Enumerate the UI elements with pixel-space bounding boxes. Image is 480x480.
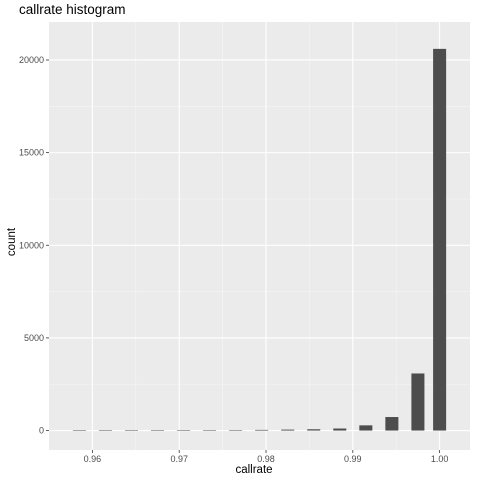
histogram-bar xyxy=(72,430,86,432)
histogram-bar xyxy=(150,430,165,431)
histogram-bar xyxy=(307,429,321,431)
histogram-bar xyxy=(433,48,447,431)
histogram-bar xyxy=(333,428,347,431)
histogram-bar xyxy=(229,430,243,431)
histogram-bar xyxy=(359,425,373,431)
x-tick-label: 0.99 xyxy=(344,454,362,464)
histogram-bar xyxy=(281,429,295,431)
chart-title: callrate histogram xyxy=(19,2,126,17)
x-tick-label: 0.96 xyxy=(84,454,102,464)
histogram-bar xyxy=(124,430,138,431)
histogram-bar xyxy=(98,430,112,431)
y-tick-label: 0 xyxy=(39,426,44,436)
histogram-bar xyxy=(203,430,217,431)
y-tick-label: 20000 xyxy=(19,55,44,65)
histogram-bar xyxy=(255,429,269,431)
histogram-bar xyxy=(177,430,191,431)
x-axis-label: callrate xyxy=(235,464,273,476)
y-tick-label: 10000 xyxy=(19,240,44,250)
histogram-bar xyxy=(385,417,399,431)
y-tick-label: 5000 xyxy=(24,333,44,343)
x-tick-label: 0.98 xyxy=(257,454,275,464)
plot-panel xyxy=(49,22,470,450)
histogram-bar xyxy=(411,373,425,431)
x-tick-label: 1.00 xyxy=(431,454,449,464)
x-tick-label: 0.97 xyxy=(170,454,188,464)
y-tick-label: 15000 xyxy=(19,148,44,158)
